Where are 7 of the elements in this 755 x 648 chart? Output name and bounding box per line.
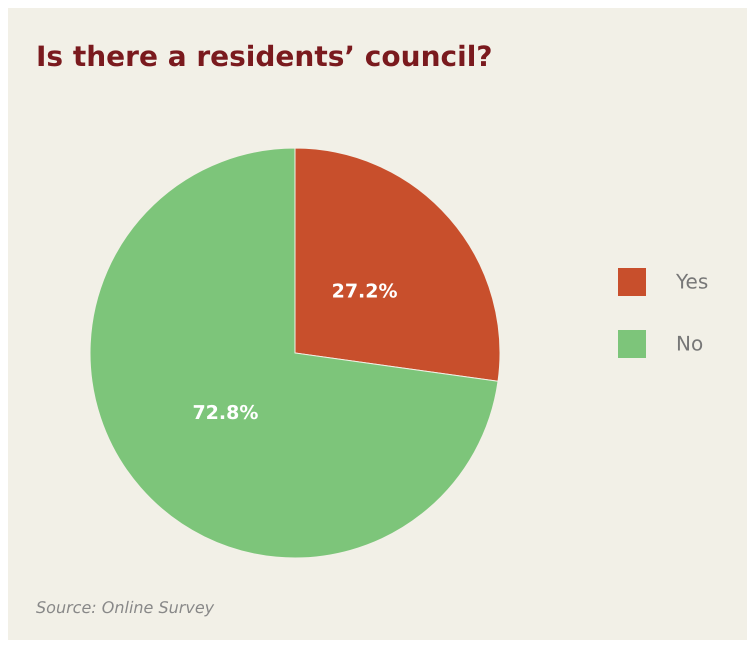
data-label: 72.8% <box>192 402 258 424</box>
data-label: 27.2% <box>332 280 398 303</box>
source-note: Source: Online Survey <box>36 598 215 617</box>
pie-slice <box>90 148 499 558</box>
legend-label: No <box>676 331 704 356</box>
legend-label: Yes <box>675 269 708 294</box>
chart-title: Is there a residents’ council? <box>36 40 493 73</box>
